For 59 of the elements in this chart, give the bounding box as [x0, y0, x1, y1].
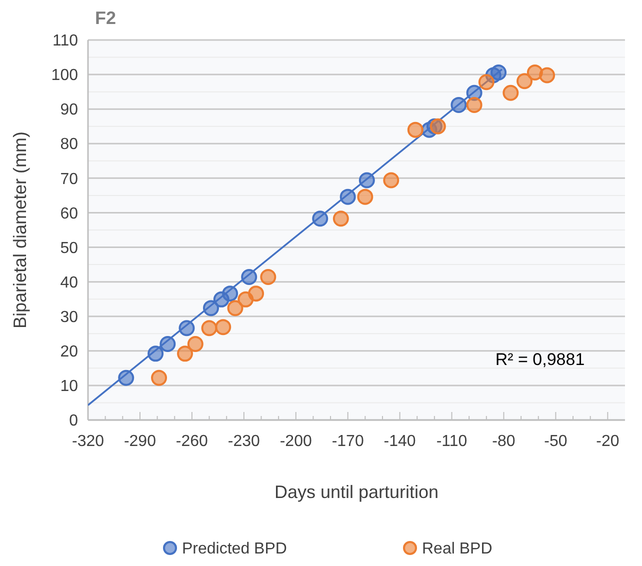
y-tick-label: 70	[60, 170, 78, 188]
y-tick-label: 90	[60, 102, 78, 119]
point	[118, 370, 134, 386]
point	[516, 73, 533, 90]
point	[201, 320, 218, 336]
y-tick-label: 10	[60, 378, 78, 396]
x-tick-label: -80	[492, 433, 516, 450]
x-tick-label: -50	[544, 433, 568, 450]
y-tick-label: 100	[51, 67, 78, 84]
point	[178, 320, 195, 336]
point	[357, 188, 374, 205]
x-tick-label: -200	[280, 433, 312, 450]
point	[202, 300, 219, 316]
y-tick-label: 20	[60, 344, 78, 361]
y-tick-label: 0	[69, 412, 78, 430]
x-tick-label: -290	[124, 433, 156, 450]
y-tick-label: 30	[60, 308, 78, 326]
x-tick-label: -230	[228, 433, 260, 450]
point	[177, 346, 194, 362]
point	[187, 336, 204, 352]
x-tick-label: -260	[176, 433, 208, 450]
point	[466, 96, 482, 113]
legend-label: Predicted BPD	[182, 540, 287, 558]
y-tick-label: 110	[52, 32, 78, 50]
point	[160, 336, 176, 352]
point	[222, 286, 238, 302]
x-axis-title: Days until parturition	[274, 482, 439, 502]
point	[151, 370, 168, 386]
chart-title: F2	[95, 8, 116, 28]
point	[358, 172, 375, 188]
point	[340, 188, 356, 205]
point	[478, 74, 494, 90]
x-tick-label: -170	[332, 433, 364, 450]
point	[260, 268, 276, 285]
point	[502, 84, 519, 101]
y-tick-label: 80	[60, 136, 78, 154]
y-tick-label: 40	[60, 274, 78, 292]
x-tick-label: -20	[596, 433, 620, 450]
point	[407, 122, 424, 138]
legend-label: Real BPD	[422, 540, 492, 558]
y-tick-label: 60	[60, 205, 78, 222]
point	[490, 64, 507, 80]
y-axis-title: Biparietal diameter (mm)	[10, 131, 30, 329]
point	[539, 67, 556, 84]
point	[332, 210, 349, 227]
x-tick-label: -140	[384, 433, 416, 450]
x-tick-label: -110	[436, 433, 468, 450]
annotation: R² = 0,9881	[495, 350, 585, 369]
point	[148, 346, 164, 362]
x-tick-label: -320	[72, 433, 104, 450]
point	[215, 319, 232, 336]
point	[430, 118, 446, 134]
point	[227, 300, 244, 316]
point	[312, 210, 328, 227]
point	[383, 172, 400, 188]
y-tick-label: 50	[60, 240, 78, 257]
point	[241, 268, 258, 285]
point	[248, 286, 264, 302]
point	[450, 96, 467, 113]
